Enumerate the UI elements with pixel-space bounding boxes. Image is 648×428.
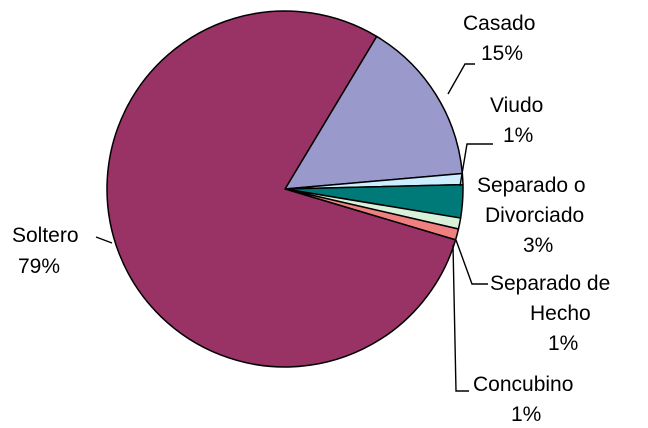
label-soltero-value: 79% [18,255,60,278]
label-concubino-value: 1% [511,403,541,426]
pie-slices [106,10,464,368]
label-separado-hecho-value: 1% [548,332,578,355]
pie-slice-casado [284,35,464,190]
label-viudo-value: 1% [503,124,533,147]
leader-line-viudo [459,143,493,187]
label-separado-divorciado-line2: Divorciado [485,204,584,227]
leader-line-casado [447,63,475,95]
label-separado-hecho-line1: Separado de [490,272,610,295]
label-separado-hecho-line2: Hecho [530,302,591,325]
label-separado-divorciado-line1: Separado o [477,174,586,197]
label-viudo-name: Viudo [490,94,543,117]
leader-line-separado-hecho [455,239,488,285]
leader-line-soltero [95,236,113,244]
label-soltero-name: Soltero [12,224,79,247]
label-concubino-name: Concubino [473,373,573,396]
label-casado-value: 15% [481,42,523,65]
leader-line-concubino [452,244,469,392]
label-separado-divorciado-value: 3% [523,234,553,257]
label-casado-name: Casado [463,12,535,35]
pie-slice-soltero [106,10,457,368]
